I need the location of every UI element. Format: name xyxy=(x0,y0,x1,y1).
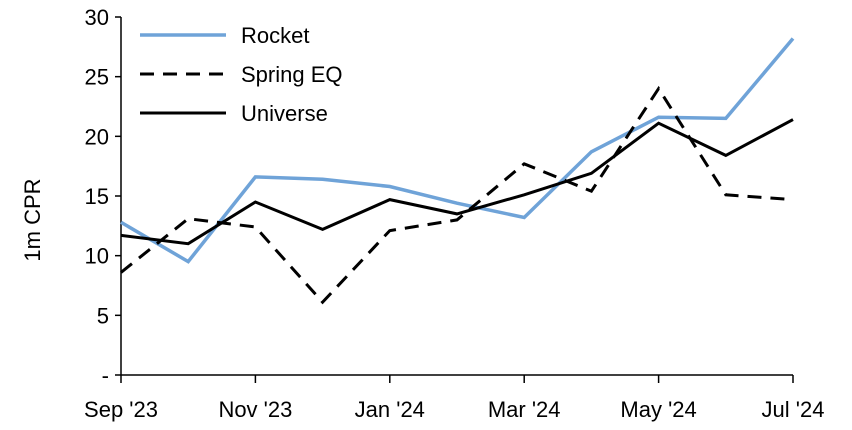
legend-label: Rocket xyxy=(241,23,309,48)
y-tick-label: 5 xyxy=(97,303,109,328)
x-tick-label: Jul '24 xyxy=(762,397,825,422)
y-tick-label: 20 xyxy=(85,124,109,149)
series-line-rocket xyxy=(120,37,795,264)
y-tick-label: 25 xyxy=(85,65,109,90)
legend-label: Spring EQ xyxy=(241,62,343,87)
x-tick-label: Mar '24 xyxy=(488,397,561,422)
x-tick-label: Jan '24 xyxy=(355,397,425,422)
legend-label: Universe xyxy=(241,101,328,126)
x-tick-label: May '24 xyxy=(620,397,696,422)
x-tick-label: Nov '23 xyxy=(218,397,292,422)
y-tick-label: 10 xyxy=(85,244,109,269)
series-layer xyxy=(120,37,795,305)
axes: - 5 10 15 20 25 30 Sep '23 Nov '23 Jan '24 Mar '24… xyxy=(84,5,824,422)
series-line-universe xyxy=(120,118,794,246)
y-tick-label: 30 xyxy=(85,5,109,30)
y-tick-label: - xyxy=(102,363,109,388)
series-line-spring-eq xyxy=(120,85,794,305)
y-axis-label: 1m CPR xyxy=(20,178,45,261)
y-tick-label: 15 xyxy=(85,184,109,209)
legend: Rocket Spring EQ Universe xyxy=(140,23,343,126)
x-tick-label: Sep '23 xyxy=(84,397,158,422)
